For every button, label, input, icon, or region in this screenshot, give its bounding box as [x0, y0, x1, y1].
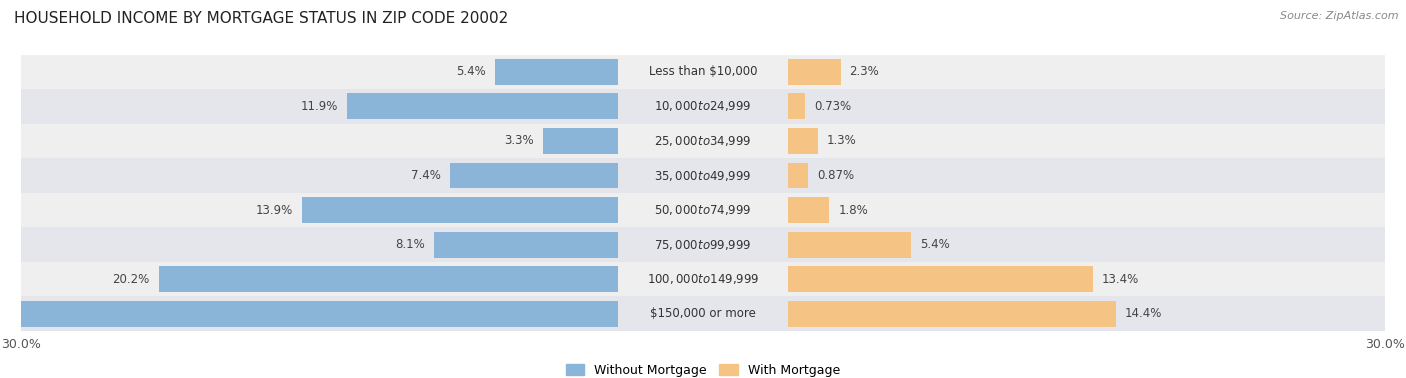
Bar — [789, 301, 1115, 327]
Text: $100,000 to $149,999: $100,000 to $149,999 — [647, 272, 759, 286]
Bar — [433, 232, 617, 257]
Text: $150,000 or more: $150,000 or more — [650, 307, 756, 320]
Text: 11.9%: 11.9% — [301, 100, 339, 113]
Bar — [21, 158, 1385, 193]
Bar — [21, 55, 1385, 89]
Text: $35,000 to $49,999: $35,000 to $49,999 — [654, 169, 752, 183]
Text: $75,000 to $99,999: $75,000 to $99,999 — [654, 238, 752, 252]
Text: Source: ZipAtlas.com: Source: ZipAtlas.com — [1281, 11, 1399, 21]
Bar — [789, 232, 911, 257]
Bar — [159, 266, 617, 292]
Bar — [302, 197, 617, 223]
Text: 1.3%: 1.3% — [827, 135, 856, 147]
Text: 5.4%: 5.4% — [456, 65, 486, 78]
Bar — [0, 301, 617, 327]
Bar — [543, 128, 617, 154]
Bar — [789, 197, 830, 223]
Bar — [789, 128, 818, 154]
Text: 0.73%: 0.73% — [814, 100, 851, 113]
Bar — [21, 124, 1385, 158]
Bar — [21, 296, 1385, 331]
Text: $10,000 to $24,999: $10,000 to $24,999 — [654, 99, 752, 113]
Bar — [495, 59, 617, 85]
Text: 13.9%: 13.9% — [256, 203, 292, 217]
Bar — [789, 93, 804, 119]
Bar — [789, 266, 1092, 292]
Bar — [789, 163, 808, 189]
Bar — [21, 193, 1385, 227]
Text: HOUSEHOLD INCOME BY MORTGAGE STATUS IN ZIP CODE 20002: HOUSEHOLD INCOME BY MORTGAGE STATUS IN Z… — [14, 11, 509, 26]
Text: 7.4%: 7.4% — [411, 169, 440, 182]
Bar — [21, 262, 1385, 296]
Text: $50,000 to $74,999: $50,000 to $74,999 — [654, 203, 752, 217]
Text: 8.1%: 8.1% — [395, 238, 425, 251]
Bar — [347, 93, 617, 119]
Text: 3.3%: 3.3% — [503, 135, 534, 147]
Bar — [21, 227, 1385, 262]
Text: 1.8%: 1.8% — [838, 203, 868, 217]
Text: 5.4%: 5.4% — [920, 238, 950, 251]
Text: 14.4%: 14.4% — [1125, 307, 1161, 320]
Text: 13.4%: 13.4% — [1102, 273, 1139, 286]
Bar — [450, 163, 617, 189]
Bar — [21, 89, 1385, 124]
Text: 0.87%: 0.87% — [817, 169, 855, 182]
Bar — [789, 59, 841, 85]
Text: Less than $10,000: Less than $10,000 — [648, 65, 758, 78]
Legend: Without Mortgage, With Mortgage: Without Mortgage, With Mortgage — [565, 364, 841, 377]
Text: 2.3%: 2.3% — [849, 65, 879, 78]
Text: 20.2%: 20.2% — [112, 273, 149, 286]
Text: $25,000 to $34,999: $25,000 to $34,999 — [654, 134, 752, 148]
